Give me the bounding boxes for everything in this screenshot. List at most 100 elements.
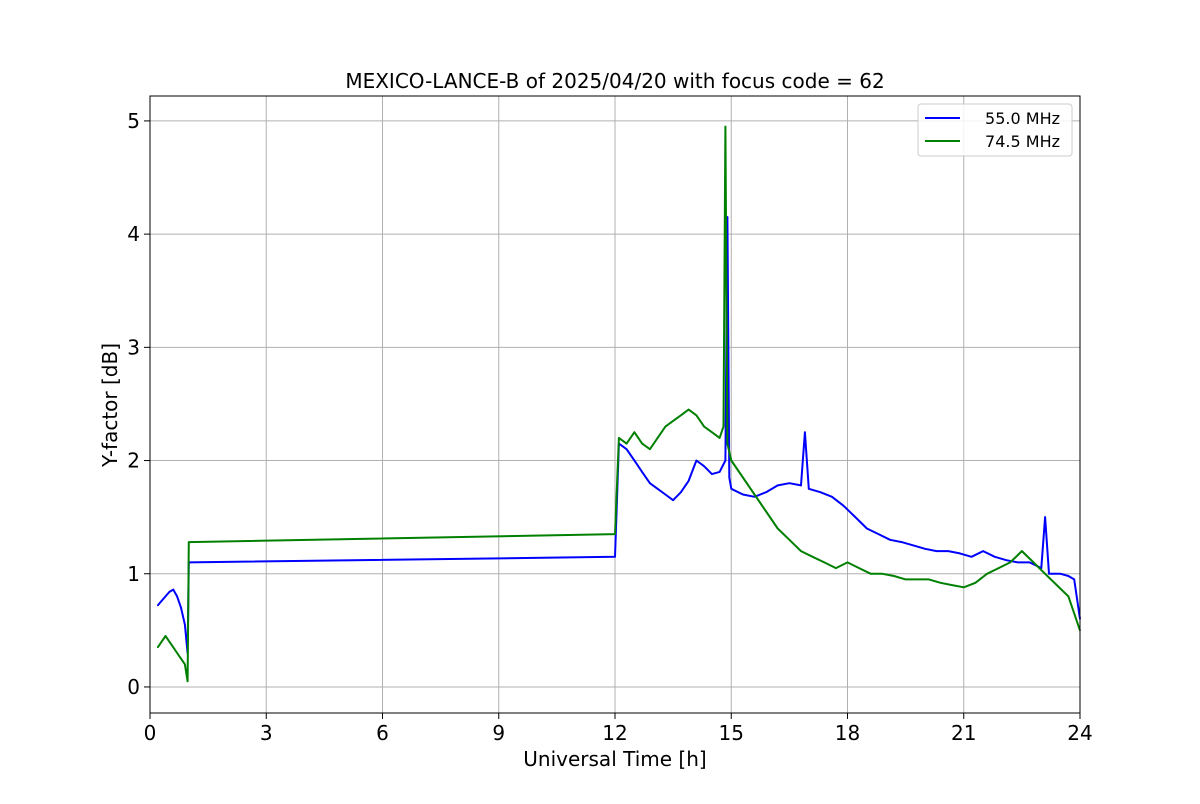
data-point: [1032, 561, 1035, 564]
data-point: [776, 527, 779, 530]
data-point: [180, 657, 182, 660]
y-tick-label: 0: [127, 675, 140, 699]
data-point: [687, 408, 690, 411]
y-axis-label: Y-factor [dB]: [98, 343, 122, 468]
data-point: [680, 414, 682, 417]
x-tick-label: 21: [951, 721, 976, 745]
data-point: [808, 488, 810, 490]
data-point: [1073, 578, 1075, 581]
data-point: [928, 578, 930, 581]
data-point: [180, 606, 182, 609]
data-point: [641, 442, 643, 445]
series-layer: [156, 125, 1081, 683]
data-point: [164, 595, 167, 598]
x-tick-label: 9: [492, 721, 505, 745]
data-point: [160, 600, 163, 602]
data-point: [1056, 584, 1058, 586]
data-point: [172, 588, 175, 591]
data-point: [858, 567, 860, 569]
data-point: [176, 595, 178, 598]
data-point: [703, 425, 705, 428]
data-point: [722, 425, 725, 428]
data-point: [160, 640, 163, 643]
data-point: [939, 582, 942, 584]
data-point: [846, 561, 849, 564]
data-point: [1067, 595, 1070, 598]
data-point: [730, 459, 733, 462]
x-axis-label: Universal Time [h]: [523, 747, 706, 771]
data-point: [157, 604, 159, 607]
data-point: [168, 591, 171, 593]
data-point: [633, 431, 636, 434]
data-point: [703, 465, 705, 468]
data-point: [788, 539, 791, 541]
data-point: [718, 437, 721, 439]
data-point: [1044, 516, 1046, 518]
data-point: [157, 646, 159, 649]
legend: 55.0 MHz 74.5 MHz: [917, 103, 1073, 157]
y-tick-label: 1: [127, 562, 140, 586]
data-point: [811, 556, 814, 558]
data-point: [168, 640, 171, 643]
data-point: [614, 533, 616, 535]
data-point: [618, 437, 620, 439]
data-point: [963, 586, 965, 589]
data-point: [788, 482, 791, 485]
y-tick-label: 4: [127, 222, 140, 246]
data-point: [904, 578, 907, 581]
data-point: [649, 482, 651, 485]
data-point: [184, 623, 186, 626]
data-point: [718, 471, 721, 473]
data-point: [742, 493, 744, 496]
series-line-0: [157, 216, 1081, 654]
data-point: [184, 663, 186, 666]
data-point: [1028, 561, 1031, 564]
data-point: [680, 491, 682, 494]
data-point: [711, 473, 713, 475]
data-point: [730, 488, 733, 490]
data-point: [172, 646, 175, 649]
data-point: [881, 573, 884, 575]
data-point: [1009, 561, 1011, 564]
data-point: [900, 541, 903, 543]
data-point: [728, 476, 731, 479]
data-point: [893, 575, 895, 577]
data-point: [649, 448, 651, 451]
data-point: [726, 216, 729, 218]
data-point: [625, 442, 628, 445]
x-tick-label: 3: [260, 721, 273, 745]
data-point: [951, 584, 953, 586]
data-point: [695, 414, 698, 417]
data-point: [164, 635, 167, 637]
data-point: [1044, 573, 1046, 575]
legend-label-55mhz: 55.0 MHz: [985, 109, 1060, 128]
data-point: [765, 491, 767, 494]
data-point: [935, 550, 938, 552]
data-point: [687, 480, 690, 482]
data-point: [986, 573, 988, 575]
data-point: [842, 505, 845, 507]
x-tick-label: 15: [719, 721, 744, 745]
y-tick-label: 3: [127, 335, 140, 359]
data-point: [974, 582, 977, 584]
x-axis: 0 3 6 9 12 15 18 21 24: [144, 713, 1093, 745]
data-point: [819, 491, 822, 494]
data-point: [866, 527, 868, 530]
data-point: [947, 550, 950, 552]
data-point: [614, 556, 616, 558]
data-point: [831, 496, 833, 498]
series-line-1: [156, 125, 1081, 683]
data-point: [724, 125, 727, 128]
data-point: [672, 420, 674, 422]
data-point: [1021, 550, 1023, 552]
data-point: [664, 425, 667, 428]
x-tick-label: 12: [602, 721, 627, 745]
data-point: [753, 493, 756, 496]
data-point: [672, 499, 674, 502]
data-point: [664, 493, 667, 496]
data-point: [641, 471, 643, 473]
data-point: [823, 561, 826, 564]
data-point: [916, 578, 919, 581]
data-point: [188, 541, 190, 543]
